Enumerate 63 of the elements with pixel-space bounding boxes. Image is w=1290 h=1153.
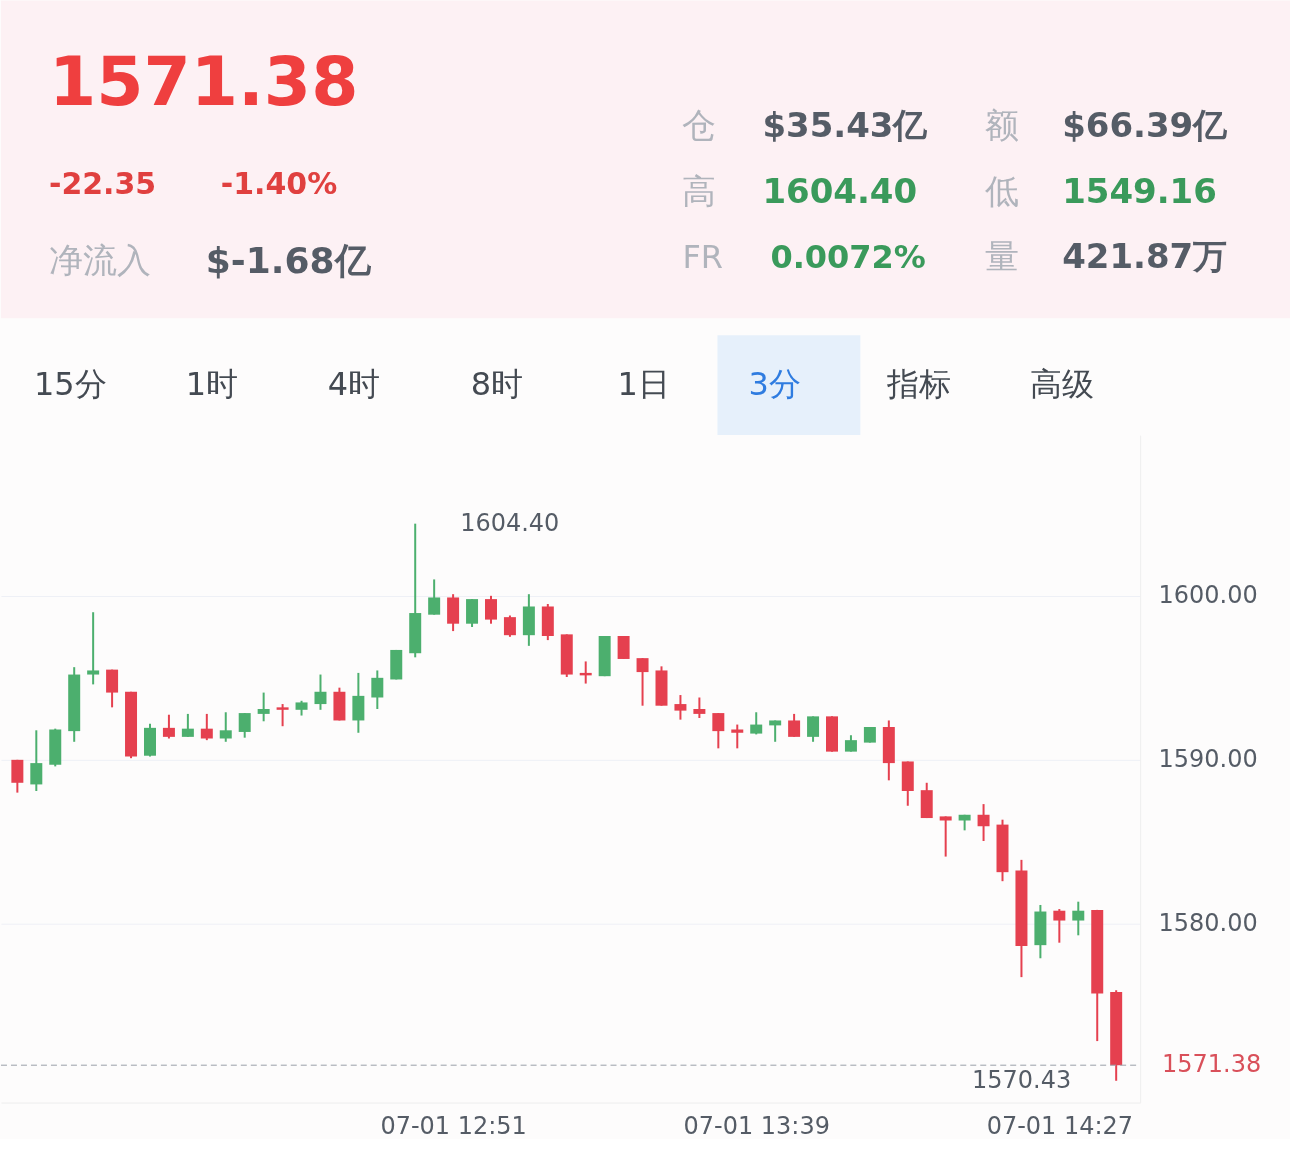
text: -1.40% (220, 166, 338, 202)
candlestick (200, 712, 213, 742)
text: 1571.38 (48, 42, 359, 122)
y-tick-label: 1590.00 (1158, 745, 1258, 774)
candlestick (276, 703, 289, 728)
text: 4时 (327, 365, 381, 404)
text: FR (682, 238, 724, 277)
candlestick (788, 712, 801, 738)
candlestick (1053, 908, 1066, 944)
x-tick-label: 07-01 13:39 (683, 1112, 830, 1141)
text: 15分 (33, 365, 107, 404)
candlestick (939, 815, 952, 858)
text: 1549.16 (1062, 171, 1217, 212)
candlestick (428, 578, 441, 616)
candlestick (712, 712, 725, 750)
annotation: 1570.43 (972, 1065, 1072, 1094)
text: 仓 (682, 105, 717, 146)
candlestick (238, 712, 251, 739)
text: 1时 (185, 365, 239, 404)
candlestick (484, 594, 497, 625)
text: 高级 (1030, 365, 1095, 404)
candlestick (617, 635, 630, 660)
text: 指标 (886, 365, 952, 404)
candlestick (11, 758, 24, 794)
candlestick (219, 711, 232, 743)
text: 1日 (617, 365, 670, 404)
candlestick (674, 694, 687, 721)
candlestick (162, 713, 175, 740)
candlestick (977, 803, 990, 843)
y-tick-label: 1600.00 (1158, 581, 1258, 610)
text: $35.43亿 (762, 105, 929, 146)
candlestick (87, 611, 100, 686)
candlestick (693, 696, 706, 720)
candlestick (314, 673, 327, 711)
candlestick (807, 715, 820, 743)
candlestick (106, 668, 119, 709)
candlestick (503, 614, 516, 638)
text: 3分 (748, 365, 801, 404)
y-tick-label: 1580.00 (1158, 909, 1258, 938)
candlestick (636, 657, 649, 707)
x-tick-label: 07-01 12:51 (380, 1112, 527, 1141)
text: 0.0072% (770, 238, 926, 277)
text: 量 (985, 236, 1020, 277)
text: -22.35 (48, 166, 157, 202)
text: $66.39亿 (1062, 105, 1229, 146)
text: 1604.40 (762, 171, 918, 212)
text: $-1.68亿 (205, 240, 372, 282)
text: 低 (985, 171, 1020, 212)
x-tick-label: 07-01 14:27 (986, 1112, 1134, 1141)
candlestick (30, 729, 43, 792)
annotation: 1604.40 (460, 508, 560, 537)
candlestick (731, 723, 744, 750)
text: 额 (985, 105, 1020, 146)
candlestick (257, 691, 270, 723)
text: 净流入 (48, 240, 151, 281)
candlestick (181, 712, 194, 738)
candlestick (1072, 900, 1085, 937)
text: 421.87万 (1062, 236, 1228, 277)
text: 高 (682, 171, 717, 212)
candlestick (371, 669, 384, 710)
candlestick (769, 719, 782, 743)
text: 8时 (470, 365, 523, 404)
ref-line-label: 1571.38 (1162, 1050, 1262, 1079)
